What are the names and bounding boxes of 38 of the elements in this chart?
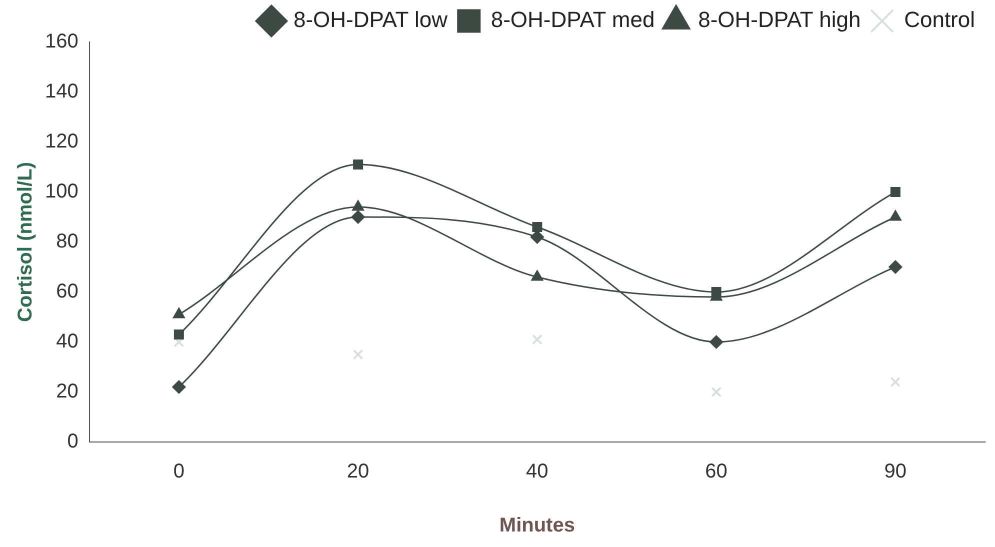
- legend-label: 8-OH-DPAT high: [698, 7, 861, 32]
- point: [890, 187, 900, 197]
- point: [353, 160, 364, 170]
- point: [352, 349, 364, 360]
- y-axis-title: Cortisol (nmol/L): [14, 162, 37, 322]
- x-tick-label: 0: [173, 460, 184, 483]
- y-tick-label: 20: [56, 380, 78, 403]
- y-tick-label: 100: [44, 180, 78, 203]
- y-tick-label: 60: [56, 280, 78, 303]
- y-tick-label: 140: [44, 80, 78, 103]
- point: [711, 386, 722, 398]
- point: [172, 380, 186, 394]
- legend-label: 8-OH-DPAT med: [490, 7, 655, 32]
- point: [172, 308, 185, 318]
- point: [888, 260, 902, 274]
- y-tick-label: 40: [56, 330, 78, 353]
- point: [890, 376, 901, 388]
- x-tick-label: 60: [705, 460, 728, 483]
- point: [532, 334, 542, 345]
- point: [351, 210, 365, 224]
- point: [352, 200, 364, 211]
- point: [711, 287, 722, 297]
- y-tick-label: 120: [44, 130, 78, 153]
- y-tick-label: 80: [56, 230, 78, 253]
- point: [174, 330, 184, 340]
- point: [532, 222, 542, 232]
- y-tick-label: 0: [67, 430, 78, 453]
- point: [530, 230, 544, 244]
- point: [531, 270, 544, 281]
- point: [889, 210, 902, 221]
- x-tick-label: 90: [884, 460, 907, 483]
- y-tick-label: 160: [44, 30, 78, 53]
- x-tick-label: 40: [526, 460, 548, 483]
- point: [710, 335, 724, 349]
- x-axis-title: Minutes: [499, 514, 575, 537]
- legend-label: 8-OH-DPAT low: [293, 7, 448, 32]
- x-tick-label: 20: [346, 460, 370, 483]
- legend-label: Control: [904, 7, 975, 32]
